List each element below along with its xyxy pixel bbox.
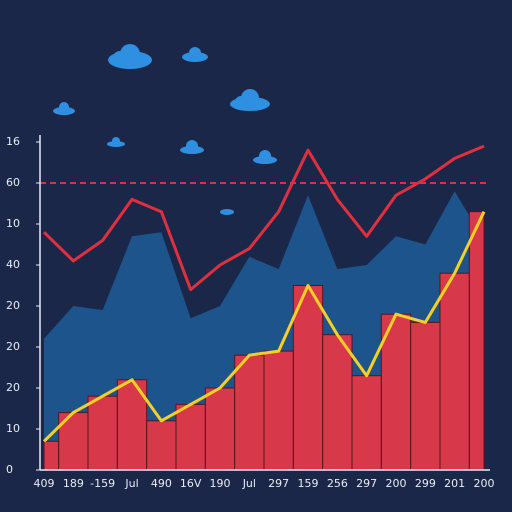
x-tick-label: 201 [444, 477, 465, 490]
line [42, 144, 485, 292]
bar [204, 387, 236, 471]
y-tick-label: 40 [6, 258, 20, 271]
x-tick-label: 297 [268, 477, 289, 490]
x-tick-label: 190 [210, 477, 231, 490]
x-tick-label: 490 [151, 477, 172, 490]
clouds [53, 44, 277, 215]
cloud [230, 89, 270, 111]
cloud [253, 150, 277, 164]
bar [87, 395, 118, 471]
bar [468, 211, 485, 471]
y-tick-label: 16 [6, 135, 20, 148]
bar [351, 375, 382, 471]
cloud [108, 44, 152, 69]
x-tick-label: Jul [124, 477, 138, 490]
y-tick-label: 10 [6, 422, 20, 435]
x-tick-label: 297 [356, 477, 377, 490]
bar [439, 272, 470, 471]
bar [43, 440, 60, 471]
y-tick-label: 0 [6, 463, 13, 476]
y-tick-label: 60 [6, 176, 20, 189]
bar [175, 403, 206, 471]
x-tick-label: 409 [34, 477, 55, 490]
bar [322, 334, 353, 471]
x-tick-label: -159 [90, 477, 115, 490]
x-tick-label: 200 [386, 477, 407, 490]
x-tick-label: 299 [415, 477, 436, 490]
bar [234, 354, 265, 471]
y-tick-label: 20 [6, 340, 20, 353]
bar [410, 321, 441, 471]
cloud [180, 140, 204, 154]
bar [292, 285, 324, 471]
bar [146, 420, 177, 471]
cloud [220, 209, 234, 215]
x-tick-label: 256 [327, 477, 348, 490]
cloud [182, 47, 208, 62]
x-tick-label: 200 [474, 477, 495, 490]
y-tick-label: 20 [6, 381, 20, 394]
cloud [53, 102, 75, 115]
cloud [107, 137, 125, 147]
x-tick-label: 16V [180, 477, 202, 490]
y-tick-label: 20 [6, 299, 20, 312]
bar [263, 350, 294, 471]
x-tick-label: 189 [63, 477, 84, 490]
y-tick-label: 10 [6, 217, 20, 230]
x-tick-label: Jul [242, 477, 256, 490]
plot [40, 144, 490, 471]
line [42, 211, 486, 443]
x-tick-label: 159 [298, 477, 319, 490]
